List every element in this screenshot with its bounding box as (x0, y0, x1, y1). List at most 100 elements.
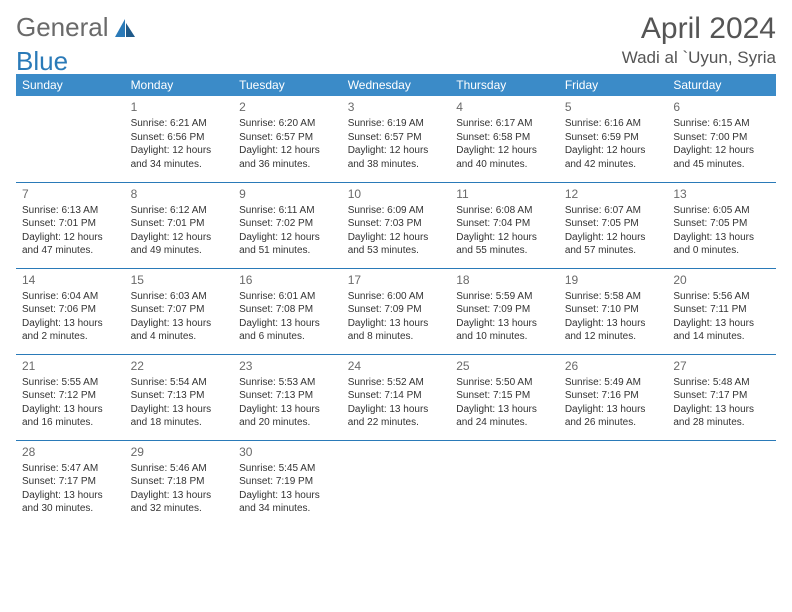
sunrise-text: Sunrise: 6:03 AM (131, 290, 228, 304)
sunrise-text: Sunrise: 6:04 AM (22, 290, 119, 304)
sunset-text: Sunset: 7:01 PM (131, 217, 228, 231)
daylight-text: and 0 minutes. (673, 244, 770, 258)
daylight-text: and 45 minutes. (673, 158, 770, 172)
sunrise-text: Sunrise: 5:49 AM (565, 376, 662, 390)
daylight-text: and 40 minutes. (456, 158, 553, 172)
day-number: 3 (348, 99, 445, 115)
sunrise-text: Sunrise: 6:21 AM (131, 117, 228, 131)
sunset-text: Sunset: 7:09 PM (348, 303, 445, 317)
sunrise-text: Sunrise: 5:47 AM (22, 462, 119, 476)
daylight-text: Daylight: 12 hours (131, 231, 228, 245)
daylight-text: and 36 minutes. (239, 158, 336, 172)
sunset-text: Sunset: 7:15 PM (456, 389, 553, 403)
calendar-cell: 10Sunrise: 6:09 AMSunset: 7:03 PMDayligh… (342, 182, 451, 268)
day-number: 28 (22, 444, 119, 460)
day-number: 16 (239, 272, 336, 288)
daylight-text: Daylight: 12 hours (456, 144, 553, 158)
daylight-text: Daylight: 13 hours (131, 317, 228, 331)
logo: General (16, 12, 139, 43)
calendar-cell: 8Sunrise: 6:12 AMSunset: 7:01 PMDaylight… (125, 182, 234, 268)
daylight-text: Daylight: 12 hours (239, 144, 336, 158)
daylight-text: and 8 minutes. (348, 330, 445, 344)
daylight-text: and 4 minutes. (131, 330, 228, 344)
daylight-text: Daylight: 13 hours (348, 317, 445, 331)
daylight-text: Daylight: 13 hours (131, 403, 228, 417)
sunset-text: Sunset: 7:18 PM (131, 475, 228, 489)
day-number: 26 (565, 358, 662, 374)
calendar-cell: 1Sunrise: 6:21 AMSunset: 6:56 PMDaylight… (125, 96, 234, 182)
sunrise-text: Sunrise: 6:05 AM (673, 204, 770, 218)
sunset-text: Sunset: 7:00 PM (673, 131, 770, 145)
calendar-cell: 25Sunrise: 5:50 AMSunset: 7:15 PMDayligh… (450, 354, 559, 440)
weekday-header: Wednesday (342, 74, 451, 96)
sunset-text: Sunset: 7:13 PM (239, 389, 336, 403)
daylight-text: Daylight: 12 hours (131, 144, 228, 158)
daylight-text: and 24 minutes. (456, 416, 553, 430)
weekday-header: Friday (559, 74, 668, 96)
sunrise-text: Sunrise: 6:13 AM (22, 204, 119, 218)
sunset-text: Sunset: 7:01 PM (22, 217, 119, 231)
page-header: General April 2024 Wadi al `Uyun, Syria (16, 12, 776, 68)
daylight-text: Daylight: 13 hours (22, 317, 119, 331)
daylight-text: Daylight: 13 hours (348, 403, 445, 417)
sunset-text: Sunset: 7:13 PM (131, 389, 228, 403)
sunset-text: Sunset: 7:17 PM (22, 475, 119, 489)
sunrise-text: Sunrise: 5:46 AM (131, 462, 228, 476)
daylight-text: Daylight: 12 hours (565, 231, 662, 245)
day-number: 20 (673, 272, 770, 288)
daylight-text: and 14 minutes. (673, 330, 770, 344)
calendar-row: 14Sunrise: 6:04 AMSunset: 7:06 PMDayligh… (16, 268, 776, 354)
daylight-text: Daylight: 13 hours (673, 317, 770, 331)
calendar-cell: 13Sunrise: 6:05 AMSunset: 7:05 PMDayligh… (667, 182, 776, 268)
day-number: 17 (348, 272, 445, 288)
sunrise-text: Sunrise: 6:19 AM (348, 117, 445, 131)
calendar-table: Sunday Monday Tuesday Wednesday Thursday… (16, 74, 776, 526)
daylight-text: and 30 minutes. (22, 502, 119, 516)
sunset-text: Sunset: 6:58 PM (456, 131, 553, 145)
day-number: 18 (456, 272, 553, 288)
sunrise-text: Sunrise: 6:11 AM (239, 204, 336, 218)
sunset-text: Sunset: 7:08 PM (239, 303, 336, 317)
calendar-cell: 2Sunrise: 6:20 AMSunset: 6:57 PMDaylight… (233, 96, 342, 182)
sunset-text: Sunset: 6:59 PM (565, 131, 662, 145)
sunset-text: Sunset: 7:04 PM (456, 217, 553, 231)
calendar-cell: 23Sunrise: 5:53 AMSunset: 7:13 PMDayligh… (233, 354, 342, 440)
sunset-text: Sunset: 7:10 PM (565, 303, 662, 317)
sunrise-text: Sunrise: 5:58 AM (565, 290, 662, 304)
calendar-cell: 27Sunrise: 5:48 AMSunset: 7:17 PMDayligh… (667, 354, 776, 440)
daylight-text: and 57 minutes. (565, 244, 662, 258)
sunrise-text: Sunrise: 5:52 AM (348, 376, 445, 390)
day-number: 2 (239, 99, 336, 115)
weekday-header: Sunday (16, 74, 125, 96)
daylight-text: and 42 minutes. (565, 158, 662, 172)
logo-blue-wrap: Blue (16, 46, 68, 77)
sunset-text: Sunset: 7:16 PM (565, 389, 662, 403)
logo-text-blue: Blue (16, 46, 68, 76)
daylight-text: Daylight: 13 hours (565, 403, 662, 417)
daylight-text: and 26 minutes. (565, 416, 662, 430)
daylight-text: and 38 minutes. (348, 158, 445, 172)
calendar-cell: 21Sunrise: 5:55 AMSunset: 7:12 PMDayligh… (16, 354, 125, 440)
sail-icon (113, 17, 137, 39)
sunset-text: Sunset: 7:11 PM (673, 303, 770, 317)
calendar-cell: 12Sunrise: 6:07 AMSunset: 7:05 PMDayligh… (559, 182, 668, 268)
calendar-row: 28Sunrise: 5:47 AMSunset: 7:17 PMDayligh… (16, 440, 776, 526)
calendar-cell: 11Sunrise: 6:08 AMSunset: 7:04 PMDayligh… (450, 182, 559, 268)
day-number: 27 (673, 358, 770, 374)
calendar-row: 21Sunrise: 5:55 AMSunset: 7:12 PMDayligh… (16, 354, 776, 440)
calendar-cell: 9Sunrise: 6:11 AMSunset: 7:02 PMDaylight… (233, 182, 342, 268)
daylight-text: and 51 minutes. (239, 244, 336, 258)
daylight-text: Daylight: 13 hours (456, 403, 553, 417)
sunset-text: Sunset: 7:05 PM (565, 217, 662, 231)
calendar-cell: 20Sunrise: 5:56 AMSunset: 7:11 PMDayligh… (667, 268, 776, 354)
sunrise-text: Sunrise: 6:17 AM (456, 117, 553, 131)
calendar-cell: 6Sunrise: 6:15 AMSunset: 7:00 PMDaylight… (667, 96, 776, 182)
daylight-text: and 34 minutes. (131, 158, 228, 172)
day-number: 8 (131, 186, 228, 202)
day-number: 30 (239, 444, 336, 460)
sunset-text: Sunset: 7:09 PM (456, 303, 553, 317)
title-month: April 2024 (622, 12, 776, 46)
sunset-text: Sunset: 7:07 PM (131, 303, 228, 317)
sunrise-text: Sunrise: 5:54 AM (131, 376, 228, 390)
sunrise-text: Sunrise: 6:15 AM (673, 117, 770, 131)
